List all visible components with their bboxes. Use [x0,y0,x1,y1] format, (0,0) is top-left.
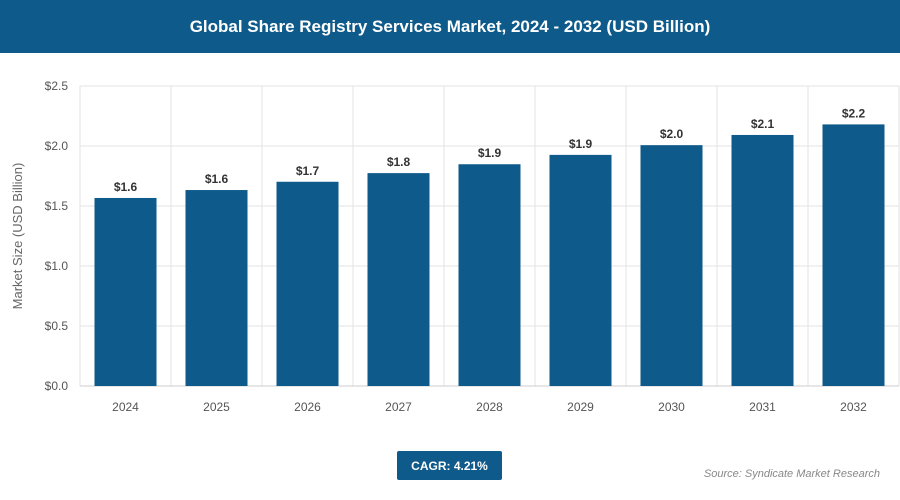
y-tick-label: $0.5 [45,319,69,333]
x-tick-label: 2024 [112,400,139,414]
y-tick-label: $0.0 [45,379,69,393]
data-label: $1.6 [205,172,229,186]
y-tick-label: $2.5 [45,79,69,93]
data-label: $2.2 [842,106,866,120]
x-tick-label: 2025 [203,400,230,414]
bar-2031 [731,134,794,386]
bar-2025 [185,190,248,386]
cagr-badge: CAGR: 4.21% [397,451,502,480]
bar-2029 [549,154,612,386]
x-tick-label: 2031 [749,400,776,414]
x-tick-label: 2028 [476,400,503,414]
data-label: $2.1 [751,117,775,131]
x-tick-label: 2029 [567,400,594,414]
source-text: Source: Syndicate Market Research [703,468,880,480]
data-label: $1.7 [296,164,320,178]
bar-2024 [94,197,157,386]
data-label: $1.9 [478,146,502,160]
bar-chart: $0.0 $0.5 $1.0 $1.5 $2.0 $2.5 $1.6 2024 $1.6 2025… [10,79,900,414]
bar-2028 [458,164,521,386]
bar-2030 [640,145,703,386]
bar-2027 [367,173,430,386]
x-tick-label: 2032 [840,400,867,414]
data-label: $2.0 [660,127,684,141]
x-tick-label: 2027 [385,400,412,414]
y-axis-label: Market Size (USD Billion) [10,163,25,310]
y-tick-label: $2.0 [45,139,69,153]
x-tick-label: 2026 [294,400,321,414]
x-tick-label: 2030 [658,400,685,414]
y-tick-label: $1.0 [45,259,69,273]
bar-2032 [822,124,885,387]
chart-title: Global Share Registry Services Market, 2… [0,0,900,53]
bar-2026 [276,181,339,386]
data-label: $1.9 [569,137,593,151]
data-label: $1.6 [114,180,138,194]
y-tick-label: $1.5 [45,199,69,213]
data-label: $1.8 [387,155,411,169]
